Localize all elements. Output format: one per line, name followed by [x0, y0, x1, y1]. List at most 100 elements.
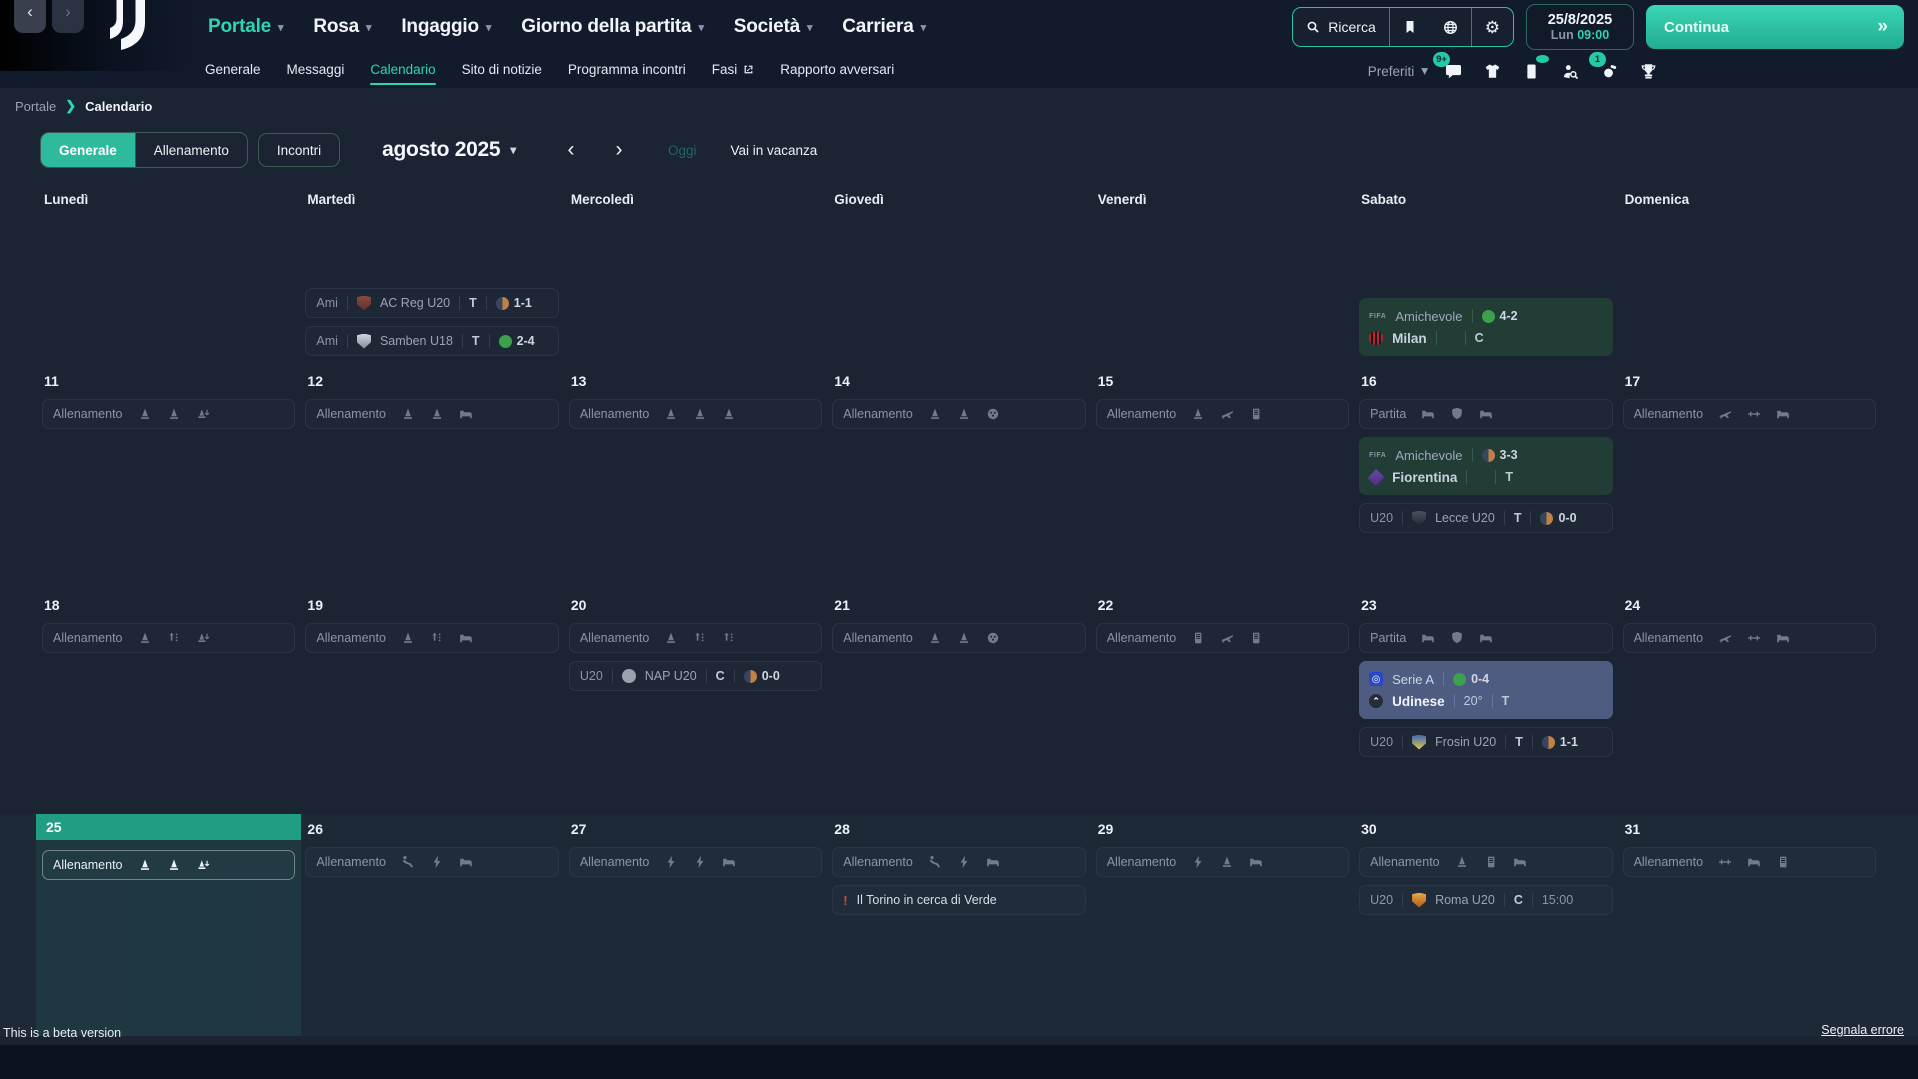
news-event[interactable]: ! Il Torino in cerca di Verde	[832, 885, 1086, 915]
fixture-event[interactable]: U20 Frosin U20 T 1-1	[1359, 727, 1613, 757]
calendar-cell[interactable]	[830, 216, 1087, 366]
match-day-event[interactable]: Partita	[1359, 623, 1613, 653]
subnav-sito-di-notizie[interactable]: Sito di notizie	[462, 58, 542, 85]
continue-button[interactable]: Continua »	[1646, 5, 1904, 49]
match-day-event[interactable]: Partita	[1359, 399, 1613, 429]
training-event[interactable]: Allenamento	[832, 399, 1086, 429]
training-event[interactable]: Allenamento	[1622, 623, 1876, 653]
nav-giorno-della-partita[interactable]: Giorno della partita ▾	[521, 16, 704, 37]
training-event[interactable]: Allenamento	[1622, 399, 1876, 429]
training-event[interactable]: Allenamento	[305, 847, 559, 877]
training-event[interactable]: Allenamento	[1622, 847, 1876, 877]
subnav-messaggi[interactable]: Messaggi	[287, 58, 345, 85]
calendar-cell[interactable]: 28 Allenamento! Il Torino in cerca di Verd…	[830, 814, 1087, 1036]
calendar-cell[interactable]: 11 Allenamento	[40, 366, 297, 590]
fixture-event[interactable]: Ami AC Reg U20 T 1-1	[305, 288, 559, 318]
tab-allenamento[interactable]: Allenamento	[134, 133, 247, 167]
calendar-cell[interactable]: 17 Allenamento	[1621, 366, 1878, 590]
history-back-button[interactable]: ‹	[14, 0, 46, 33]
tab-incontri[interactable]: Incontri	[257, 133, 341, 167]
tab-generale[interactable]: Generale	[41, 133, 135, 167]
subnav-calendario[interactable]: Calendario	[370, 58, 436, 85]
training-event[interactable]: Allenamento	[42, 399, 296, 429]
breadcrumb-portale[interactable]: Portale	[15, 98, 57, 114]
calendar-cell[interactable]: 22 Allenamento	[1094, 590, 1351, 814]
training-event[interactable]: Allenamento	[42, 850, 296, 880]
competitions-button[interactable]	[1635, 58, 1662, 85]
calendar-cell[interactable]: 19 Allenamento	[303, 590, 560, 814]
nav-rosa[interactable]: Rosa ▾	[313, 16, 372, 37]
fixture-event[interactable]: U20 Roma U20 C 15:00	[1359, 885, 1613, 915]
highlighted-match-card[interactable]: FIFA Amichevole 4-2 Milan C	[1359, 298, 1613, 356]
calendar-cell[interactable]: 23 Partita ◎ Serie A 0-4 ⌃ Udinese 20° T U20 Frosi…	[1357, 590, 1614, 814]
training-event[interactable]: Allenamento	[42, 623, 296, 653]
calendar-cell[interactable]	[40, 216, 297, 366]
training-event[interactable]: Allenamento	[1359, 847, 1613, 877]
nav-carriera[interactable]: Carriera ▾	[842, 16, 926, 37]
history-forward-button[interactable]: ›	[52, 0, 84, 33]
training-event[interactable]: Allenamento	[305, 623, 559, 653]
day-header: Mercoledì	[570, 191, 634, 207]
nav-portale[interactable]: Portale ▾	[208, 16, 284, 37]
training-event[interactable]: Allenamento	[305, 399, 559, 429]
training-event[interactable]: Allenamento	[1095, 847, 1350, 877]
fixture-event[interactable]: U20 NAP U20 C 0-0	[568, 661, 823, 691]
calendar-cell[interactable]: 31 Allenamento	[1621, 814, 1878, 1036]
nav-ingaggio[interactable]: Ingaggio ▾	[401, 16, 492, 37]
bookmark-button[interactable]	[1390, 8, 1430, 46]
training-event[interactable]: Allenamento	[1095, 399, 1350, 429]
training-event[interactable]: Allenamento	[832, 847, 1086, 877]
calendar-cell[interactable]: 13 Allenamento	[567, 366, 824, 590]
world-button[interactable]	[1430, 8, 1471, 46]
subnav-programma-incontri[interactable]: Programma incontri	[568, 58, 686, 85]
calendar-cell[interactable]: 24 Allenamento	[1621, 590, 1878, 814]
calendar-cell[interactable]: 21 Allenamento	[830, 590, 1087, 814]
highlighted-match-card[interactable]: FIFA Amichevole 3-3 Fiorentina T	[1359, 437, 1613, 495]
continue-queue-button[interactable]: 1	[1589, 51, 1623, 85]
separator	[1531, 735, 1533, 749]
nav-societa[interactable]: Società ▾	[733, 16, 813, 37]
training-event[interactable]: Allenamento	[568, 847, 823, 877]
report-error-link[interactable]: Segnala errore	[1821, 1023, 1904, 1037]
calendar-cell[interactable]: Ami AC Reg U20 T 1-1 Ami Samben U18 T 2-4	[303, 216, 560, 366]
calendar-cell[interactable]: 14 Allenamento	[830, 366, 1087, 590]
calendar-cell[interactable]: 30 Allenamento U20 Roma U20 C 15:00	[1357, 814, 1614, 1036]
month-selector[interactable]: agosto 2025 ▾	[382, 138, 516, 161]
calendar-cell[interactable]: 12 Allenamento	[303, 366, 560, 590]
fixture-card-button[interactable]	[1518, 54, 1549, 85]
calendar-cell[interactable]	[1094, 216, 1351, 366]
inbox-button[interactable]: 9+	[1433, 51, 1467, 85]
calendar-cell[interactable]: 16 Partita FIFA Amichevole 3-3 Fiorentina T U20…	[1357, 366, 1614, 590]
go-on-vacation-button[interactable]: Vai in vacanza	[730, 142, 818, 158]
favorites-button[interactable]: Preferiti ▾	[1367, 63, 1428, 79]
calendar-cell[interactable]: 20 Allenamento U20 NAP U20 C 0-0	[567, 590, 824, 814]
calendar-cell[interactable]: 15 Allenamento	[1094, 366, 1351, 590]
prev-month-button[interactable]: ‹	[558, 138, 584, 162]
calendar-cell[interactable]	[567, 216, 824, 366]
highlighted-match-card[interactable]: ◎ Serie A 0-4 ⌃ Udinese 20° T	[1359, 661, 1613, 719]
search-button[interactable]: Ricerca	[1293, 8, 1388, 46]
squad-shirt-button[interactable]	[1479, 58, 1506, 85]
subnav-fasi[interactable]: Fasi	[712, 58, 755, 85]
calendar-cell[interactable]: 26 Allenamento	[303, 814, 560, 1036]
fixture-event[interactable]: U20 Lecce U20 T 0-0	[1359, 503, 1613, 533]
subnav-rapporto-avversari[interactable]: Rapporto avversari	[780, 58, 894, 85]
game-date[interactable]: 25/8/2025 Lun 09:00	[1526, 4, 1634, 50]
fixture-event[interactable]: Ami Samben U18 T 2-4	[305, 326, 559, 356]
settings-button[interactable]: ⚙	[1472, 8, 1513, 46]
next-month-button[interactable]: ›	[606, 138, 632, 162]
calendar-cell[interactable]	[1621, 216, 1878, 366]
calendar-cell[interactable]: 18 Allenamento	[40, 590, 297, 814]
training-event[interactable]: Allenamento	[832, 623, 1086, 653]
today-button[interactable]: Oggi	[667, 142, 697, 158]
scouting-button[interactable]	[1557, 58, 1584, 85]
subnav-generale[interactable]: Generale	[205, 58, 261, 85]
calendar-cell[interactable]: 25 Allenamento	[36, 814, 302, 1036]
calendar-cell[interactable]: 27 Allenamento	[567, 814, 824, 1036]
calendar-cell[interactable]: 29 Allenamento	[1094, 814, 1351, 1036]
training-event[interactable]: Allenamento	[568, 623, 823, 653]
calendar-cell[interactable]: FIFA Amichevole 4-2 Milan C	[1357, 216, 1614, 366]
training-event[interactable]: Allenamento	[1095, 623, 1350, 653]
training-event[interactable]: Allenamento	[568, 399, 823, 429]
training-icons	[1191, 855, 1263, 869]
